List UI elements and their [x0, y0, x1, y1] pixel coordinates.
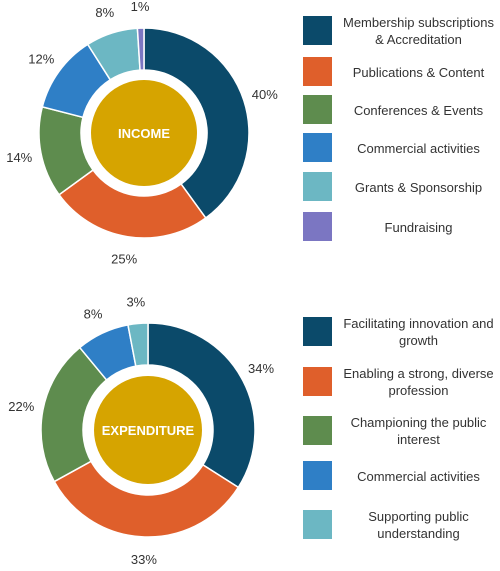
value-label-supporting-public-understanding: 3%: [126, 295, 145, 310]
income-chart-panel: 40% 25% 14% 12% 8% 1% INCOME Membership subscr…: [0, 0, 500, 285]
legend-swatch: [303, 95, 332, 124]
center-disc: [94, 376, 202, 484]
legend-label: Membership subscriptions & Accreditation: [342, 15, 494, 47]
legend-swatch: [303, 16, 332, 45]
legend-swatch: [303, 416, 332, 445]
legend-swatch: [303, 317, 332, 346]
legend-item-facilitating-innovation-and-growth: Facilitating innovation and growth: [303, 315, 500, 349]
legend-swatch: [303, 212, 332, 241]
center-label: INCOME: [118, 126, 170, 141]
income-donut-chart: 40% 25% 14% 12% 8% 1% INCOME: [6, 0, 278, 266]
slice-enabling-a-strong-diverse-profession: [53, 460, 240, 538]
legend-label: Commercial activities: [357, 140, 480, 156]
legend-label: Facilitating innovation and growth: [343, 316, 494, 348]
slice-publications-content: [58, 168, 207, 239]
slice-fundraising: [136, 27, 145, 71]
legend-item-championing-the-public-interest: Championing the public interest: [303, 414, 500, 448]
legend-item-membership-subscriptions-accreditation: Membership subscriptions & Accreditation: [303, 14, 500, 48]
legend-label: Grants & Sponsorship: [354, 179, 483, 195]
center-label: EXPENDITURE: [102, 423, 195, 438]
center-disc: [91, 80, 197, 186]
expenditure-chart-panel: 34% 33% 22% 8% 3% EXPENDITURE Facilitating in…: [0, 285, 500, 571]
value-label-publications-content: 25%: [111, 251, 137, 266]
value-label-membership-subscriptions-accreditation: 40%: [252, 87, 278, 102]
value-label-commercial-activities: 12%: [28, 51, 54, 66]
value-label-grants-sponsorship: 8%: [95, 5, 114, 20]
legend-item-enabling-a-strong-diverse-profession: Enabling a strong, diverse profession: [303, 365, 500, 399]
value-label-championing-the-public-interest: 22%: [8, 399, 34, 414]
slice-facilitating-innovation-and-growth: [147, 322, 256, 489]
legend-item-publications-content: Publications & Content: [303, 55, 500, 89]
legend-item-commercial-activities: Commercial activities: [303, 459, 500, 493]
slice-membership-subscriptions-accreditation: [143, 27, 250, 219]
legend-label: Publications & Content: [352, 64, 485, 80]
expenditure-donut-chart: 34% 33% 22% 8% 3% EXPENDITURE: [8, 295, 274, 567]
legend-label: Championing the public interest: [350, 415, 487, 447]
value-label-fundraising: 1%: [131, 0, 150, 14]
legend-item-fundraising: Fundraising: [303, 210, 500, 244]
legend-label: Supporting public understanding: [368, 509, 469, 541]
legend-label: Enabling a strong, diverse profession: [343, 366, 494, 398]
legend-swatch: [303, 461, 332, 490]
value-label-facilitating-innovation-and-growth: 34%: [248, 361, 274, 376]
legend-swatch: [303, 133, 332, 162]
slice-supporting-public-understanding: [127, 322, 149, 368]
legend-label: Conferences & Events: [353, 102, 484, 118]
legend-swatch: [303, 367, 332, 396]
legend-swatch: [303, 57, 332, 86]
legend-item-commercial-activities: Commercial activities: [303, 131, 500, 165]
value-label-commercial-activities: 8%: [84, 306, 103, 321]
legend-label: Commercial activities: [357, 468, 480, 484]
legend-item-conferences-events: Conferences & Events: [303, 93, 500, 127]
legend-swatch: [303, 172, 332, 201]
value-label-conferences-events: 14%: [6, 150, 32, 165]
legend-label: Fundraising: [384, 219, 453, 235]
legend-item-grants-sponsorship: Grants & Sponsorship: [303, 170, 500, 204]
legend-item-supporting-public-understanding: Supporting public understanding: [303, 508, 500, 542]
legend-swatch: [303, 510, 332, 539]
value-label-enabling-a-strong-diverse-profession: 33%: [131, 552, 157, 567]
